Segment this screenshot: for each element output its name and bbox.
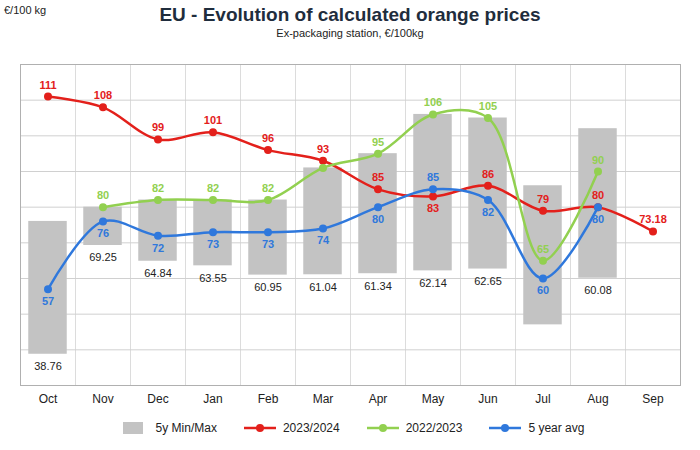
svg-text:96: 96 bbox=[262, 132, 274, 144]
svg-text:99: 99 bbox=[152, 121, 164, 133]
html-text:2023/2024: 2023/2024 bbox=[282, 421, 340, 435]
svg-text:80: 80 bbox=[592, 189, 604, 201]
svg-text:82: 82 bbox=[482, 206, 494, 218]
svg-text:85: 85 bbox=[372, 171, 384, 183]
svg-text:61.34: 61.34 bbox=[364, 280, 392, 292]
svg-text:62.14: 62.14 bbox=[419, 277, 447, 289]
svg-text:57: 57 bbox=[42, 295, 54, 307]
svg-text:95: 95 bbox=[372, 136, 384, 148]
svg-text:73: 73 bbox=[262, 238, 274, 250]
svg-text:Dec: Dec bbox=[147, 392, 168, 406]
svg-text:86: 86 bbox=[482, 168, 494, 180]
html-text:2022/2023: 2022/2023 bbox=[405, 421, 463, 435]
svg-text:82: 82 bbox=[152, 182, 164, 194]
svg-text:Aug: Aug bbox=[587, 392, 608, 406]
svg-text:111: 111 bbox=[39, 79, 56, 91]
svg-text:62.65: 62.65 bbox=[474, 275, 502, 287]
svg-text:Jan: Jan bbox=[203, 392, 222, 406]
svg-text:Apr: Apr bbox=[369, 392, 388, 406]
svg-text:60.08: 60.08 bbox=[584, 284, 612, 296]
svg-text:May: May bbox=[422, 392, 445, 406]
svg-text:93: 93 bbox=[317, 143, 329, 155]
svg-text:82: 82 bbox=[207, 182, 219, 194]
html-text:5y Min/Max: 5y Min/Max bbox=[155, 421, 217, 435]
svg-text:Oct: Oct bbox=[39, 392, 58, 406]
svg-text:Jul: Jul bbox=[535, 392, 550, 406]
svg-text:72: 72 bbox=[152, 242, 164, 254]
svg-text:80: 80 bbox=[372, 213, 384, 225]
html-text:Ex-packaging station, €/100kg: Ex-packaging station, €/100kg bbox=[276, 27, 424, 39]
svg-text:61.04: 61.04 bbox=[309, 281, 337, 293]
svg-text:106: 106 bbox=[424, 96, 442, 108]
svg-text:Feb: Feb bbox=[258, 392, 279, 406]
svg-text:79: 79 bbox=[537, 193, 549, 205]
svg-text:105: 105 bbox=[479, 100, 497, 112]
svg-text:Sep: Sep bbox=[642, 392, 664, 406]
svg-text:90: 90 bbox=[592, 154, 604, 166]
svg-text:60.95: 60.95 bbox=[254, 281, 282, 293]
svg-text:80: 80 bbox=[97, 189, 109, 201]
svg-text:101: 101 bbox=[204, 114, 222, 126]
svg-text:64.84: 64.84 bbox=[144, 267, 172, 279]
html-text:€/100 kg: €/100 kg bbox=[4, 4, 47, 16]
svg-text:80: 80 bbox=[592, 213, 604, 225]
svg-text:85: 85 bbox=[427, 171, 439, 183]
svg-text:73: 73 bbox=[207, 238, 219, 250]
svg-text:83: 83 bbox=[427, 202, 439, 214]
svg-text:74: 74 bbox=[317, 234, 330, 246]
svg-text:Nov: Nov bbox=[92, 392, 113, 406]
svg-text:108: 108 bbox=[94, 89, 112, 101]
html-text:EU - Evolution of calculated o: EU - Evolution of calculated orange pric… bbox=[159, 4, 541, 25]
svg-text:73.18: 73.18 bbox=[639, 213, 667, 225]
html-text:5 year avg: 5 year avg bbox=[528, 421, 585, 435]
svg-text:76: 76 bbox=[97, 227, 109, 239]
svg-text:Mar: Mar bbox=[313, 392, 334, 406]
svg-text:38.76: 38.76 bbox=[34, 360, 62, 372]
svg-text:Jun: Jun bbox=[478, 392, 497, 406]
svg-text:69.25: 69.25 bbox=[89, 251, 117, 263]
svg-text:82: 82 bbox=[262, 182, 274, 194]
svg-text:60: 60 bbox=[537, 284, 549, 296]
svg-text:65: 65 bbox=[537, 243, 549, 255]
svg-text:63.55: 63.55 bbox=[199, 272, 227, 284]
